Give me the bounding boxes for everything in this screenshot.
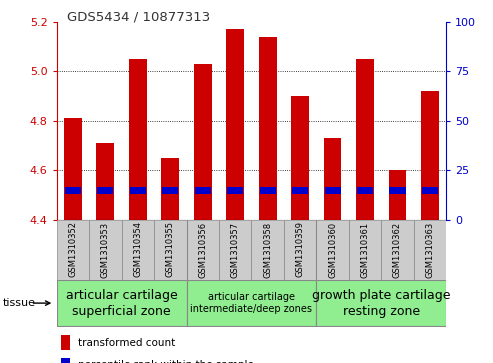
Bar: [154, 220, 186, 280]
Text: GSM1310358: GSM1310358: [263, 221, 272, 278]
Bar: [414, 220, 446, 280]
Bar: [292, 187, 308, 193]
Text: GSM1310363: GSM1310363: [425, 221, 434, 278]
Bar: [284, 220, 317, 280]
Text: GSM1310356: GSM1310356: [198, 221, 207, 278]
Bar: [317, 220, 349, 280]
Bar: [161, 158, 179, 220]
Text: articular cartilage
superficial zone: articular cartilage superficial zone: [66, 289, 177, 318]
Bar: [129, 59, 147, 220]
Text: GSM1310362: GSM1310362: [393, 221, 402, 278]
Bar: [356, 59, 374, 220]
Bar: [389, 187, 406, 193]
Bar: [195, 187, 211, 193]
Text: transformed count: transformed count: [78, 338, 175, 348]
Bar: [61, 358, 70, 363]
Bar: [260, 187, 276, 193]
Bar: [57, 220, 89, 280]
Bar: [186, 220, 219, 280]
Bar: [162, 187, 178, 193]
Bar: [317, 281, 446, 326]
Bar: [89, 220, 122, 280]
Bar: [122, 220, 154, 280]
Bar: [226, 29, 244, 220]
Text: growth plate cartilage
resting zone: growth plate cartilage resting zone: [312, 289, 451, 318]
Text: GSM1310354: GSM1310354: [133, 221, 142, 277]
Bar: [388, 170, 406, 220]
Bar: [381, 220, 414, 280]
Text: GDS5434 / 10877313: GDS5434 / 10877313: [67, 11, 210, 24]
Bar: [421, 91, 439, 220]
Bar: [186, 281, 317, 326]
Text: articular cartilage
intermediate/deep zones: articular cartilage intermediate/deep zo…: [190, 292, 313, 314]
Bar: [291, 96, 309, 220]
Bar: [324, 187, 341, 193]
Bar: [61, 335, 70, 350]
Text: GSM1310357: GSM1310357: [231, 221, 240, 278]
Text: GSM1310361: GSM1310361: [360, 221, 370, 278]
Bar: [349, 220, 381, 280]
Text: GSM1310360: GSM1310360: [328, 221, 337, 278]
Bar: [422, 187, 438, 193]
Bar: [357, 187, 373, 193]
Bar: [227, 187, 243, 193]
Bar: [259, 37, 277, 220]
Text: tissue: tissue: [2, 298, 35, 308]
Text: percentile rank within the sample: percentile rank within the sample: [78, 360, 253, 363]
Bar: [57, 281, 186, 326]
Bar: [97, 187, 113, 193]
Bar: [251, 220, 284, 280]
Bar: [130, 187, 146, 193]
Bar: [219, 220, 251, 280]
Text: GSM1310353: GSM1310353: [101, 221, 110, 278]
Bar: [64, 118, 82, 220]
Bar: [97, 143, 114, 220]
Bar: [194, 64, 211, 220]
Text: GSM1310355: GSM1310355: [166, 221, 175, 277]
Text: GSM1310359: GSM1310359: [296, 221, 305, 277]
Text: GSM1310352: GSM1310352: [69, 221, 77, 277]
Bar: [323, 138, 342, 220]
Bar: [65, 187, 81, 193]
